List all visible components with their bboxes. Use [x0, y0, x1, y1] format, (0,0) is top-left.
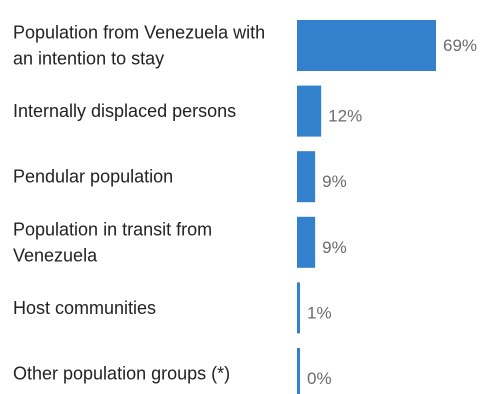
bar-pendular-population	[297, 151, 316, 203]
bar-internally-displaced-persons	[297, 85, 322, 137]
value-label-host-communities: 1%	[307, 303, 332, 322]
value-label-population-in-transit-from-venezuela: 9%	[322, 238, 347, 257]
bar-population-in-transit-from-venezuela	[297, 216, 316, 268]
category-labels: Population from Venezuela with an intenti…	[13, 23, 265, 384]
value-labels: 69% 12% 9% 9% 1% 0%	[307, 36, 477, 388]
category-label-host-communities: Host communities	[13, 298, 156, 318]
category-label-other-population-groups-note: Other population groups (*)	[13, 364, 230, 384]
category-label-internally-displaced-persons: Internally displaced persons	[13, 101, 236, 121]
value-label-other-population-groups-note: 0%	[307, 369, 332, 388]
bar-host-communities	[297, 282, 300, 334]
category-label-population-from-venezuela-with-an-intention-to-stay: Population from Venezuela with an intenti…	[13, 23, 265, 69]
category-label-population-in-transit-from-venezuela: Population in transit from Venezuela	[13, 219, 212, 265]
value-label-internally-displaced-persons: 12%	[328, 107, 362, 126]
bars	[297, 20, 436, 394]
value-label-population-from-venezuela-with-an-intention-to-stay: 69%	[443, 36, 477, 55]
bar-other-population-groups-note	[297, 348, 300, 394]
value-label-pendular-population: 9%	[322, 172, 347, 191]
bar-population-from-venezuela-with-an-intention-to-stay	[297, 20, 436, 71]
category-label-pendular-population: Pendular population	[13, 167, 173, 187]
